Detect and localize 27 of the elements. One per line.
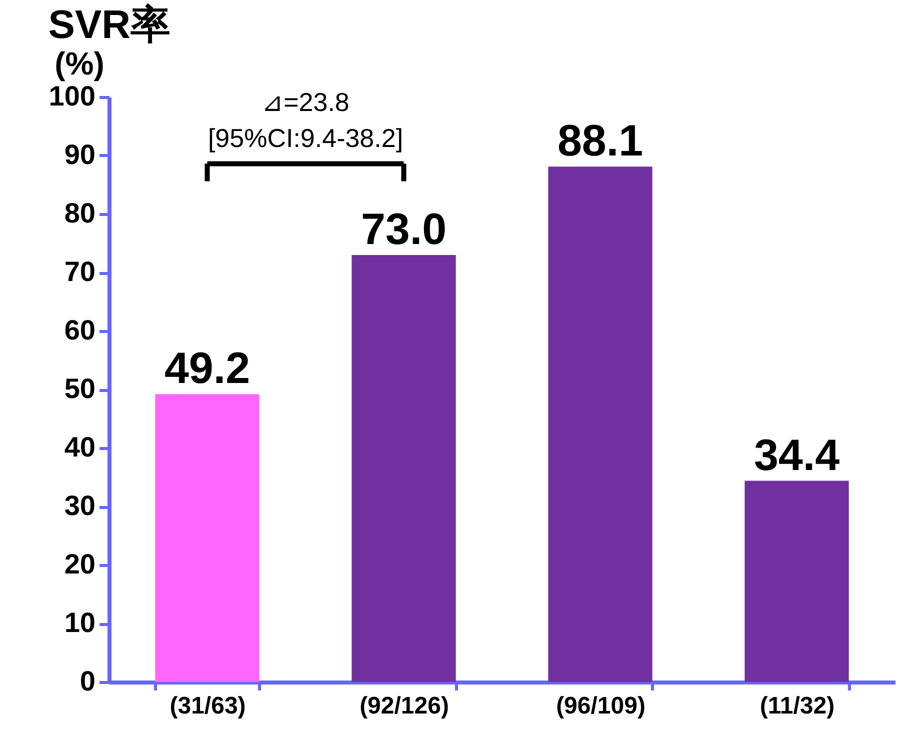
y-tick-label: 70 bbox=[64, 256, 96, 287]
annotation: [95%CI:9.4-38.2] bbox=[208, 123, 404, 154]
y-tick-label: 50 bbox=[64, 373, 96, 404]
y-tick-label: 90 bbox=[64, 139, 96, 170]
bar bbox=[155, 394, 260, 682]
data-label: 88.1 bbox=[557, 116, 644, 166]
data-label: 34.4 bbox=[754, 430, 840, 480]
x-tick-label: (31/63) bbox=[170, 692, 246, 720]
bar bbox=[548, 166, 652, 682]
y-tick-label: 40 bbox=[64, 432, 96, 462]
y-tick-label: 10 bbox=[64, 607, 96, 638]
x-tick-label: (11/32) bbox=[760, 692, 835, 720]
y-tick-label: 0 bbox=[80, 666, 96, 696]
y-tick-label: 80 bbox=[64, 198, 96, 228]
y-tick-label: 20 bbox=[64, 548, 96, 580]
y-tick-label: 30 bbox=[64, 490, 96, 521]
bar bbox=[744, 480, 849, 682]
chart-title: SVR率 bbox=[48, 3, 171, 47]
annotation: ⊿=23.8 bbox=[262, 86, 350, 117]
y-tick-label: 100 bbox=[48, 80, 96, 112]
data-label: 49.2 bbox=[164, 344, 250, 394]
data-label: 73.0 bbox=[360, 204, 447, 254]
y-tick-label: 60 bbox=[64, 314, 96, 346]
bar bbox=[352, 254, 456, 682]
y-axis-title: (%) bbox=[54, 46, 104, 82]
x-tick-label: (92/126) bbox=[360, 692, 449, 720]
x-tick-label: (96/109) bbox=[556, 692, 646, 720]
